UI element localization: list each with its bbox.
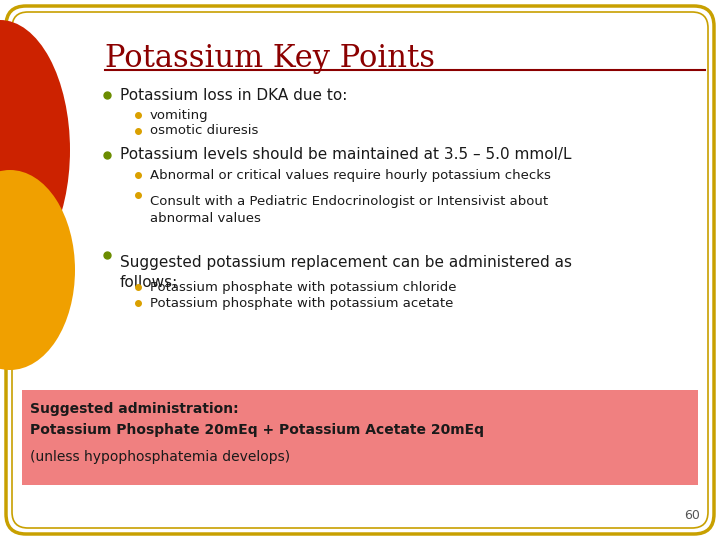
- Text: Suggested potassium replacement can be administered as
follows:: Suggested potassium replacement can be a…: [120, 255, 572, 290]
- Text: Potassium loss in DKA due to:: Potassium loss in DKA due to:: [120, 87, 347, 103]
- FancyBboxPatch shape: [6, 6, 714, 534]
- Text: Suggested administration:: Suggested administration:: [30, 402, 238, 416]
- Text: Abnormal or critical values require hourly potassium checks: Abnormal or critical values require hour…: [150, 168, 551, 181]
- Text: Potassium Key Points: Potassium Key Points: [105, 43, 435, 74]
- Text: osmotic diuresis: osmotic diuresis: [150, 125, 258, 138]
- Text: vomiting: vomiting: [150, 109, 209, 122]
- Text: Potassium levels should be maintained at 3.5 – 5.0 mmol/L: Potassium levels should be maintained at…: [120, 147, 572, 163]
- Ellipse shape: [0, 170, 75, 370]
- Text: Potassium phosphate with potassium acetate: Potassium phosphate with potassium aceta…: [150, 296, 454, 309]
- Text: Potassium phosphate with potassium chloride: Potassium phosphate with potassium chlor…: [150, 280, 456, 294]
- Text: 60: 60: [684, 509, 700, 522]
- Text: Consult with a Pediatric Endocrinologist or Intensivist about
abnormal values: Consult with a Pediatric Endocrinologist…: [150, 195, 548, 225]
- FancyBboxPatch shape: [22, 390, 698, 485]
- Text: (unless hypophosphatemia develops): (unless hypophosphatemia develops): [30, 450, 290, 464]
- Text: Potassium Phosphate 20mEq + Potassium Acetate 20mEq: Potassium Phosphate 20mEq + Potassium Ac…: [30, 423, 484, 437]
- Ellipse shape: [0, 20, 70, 280]
